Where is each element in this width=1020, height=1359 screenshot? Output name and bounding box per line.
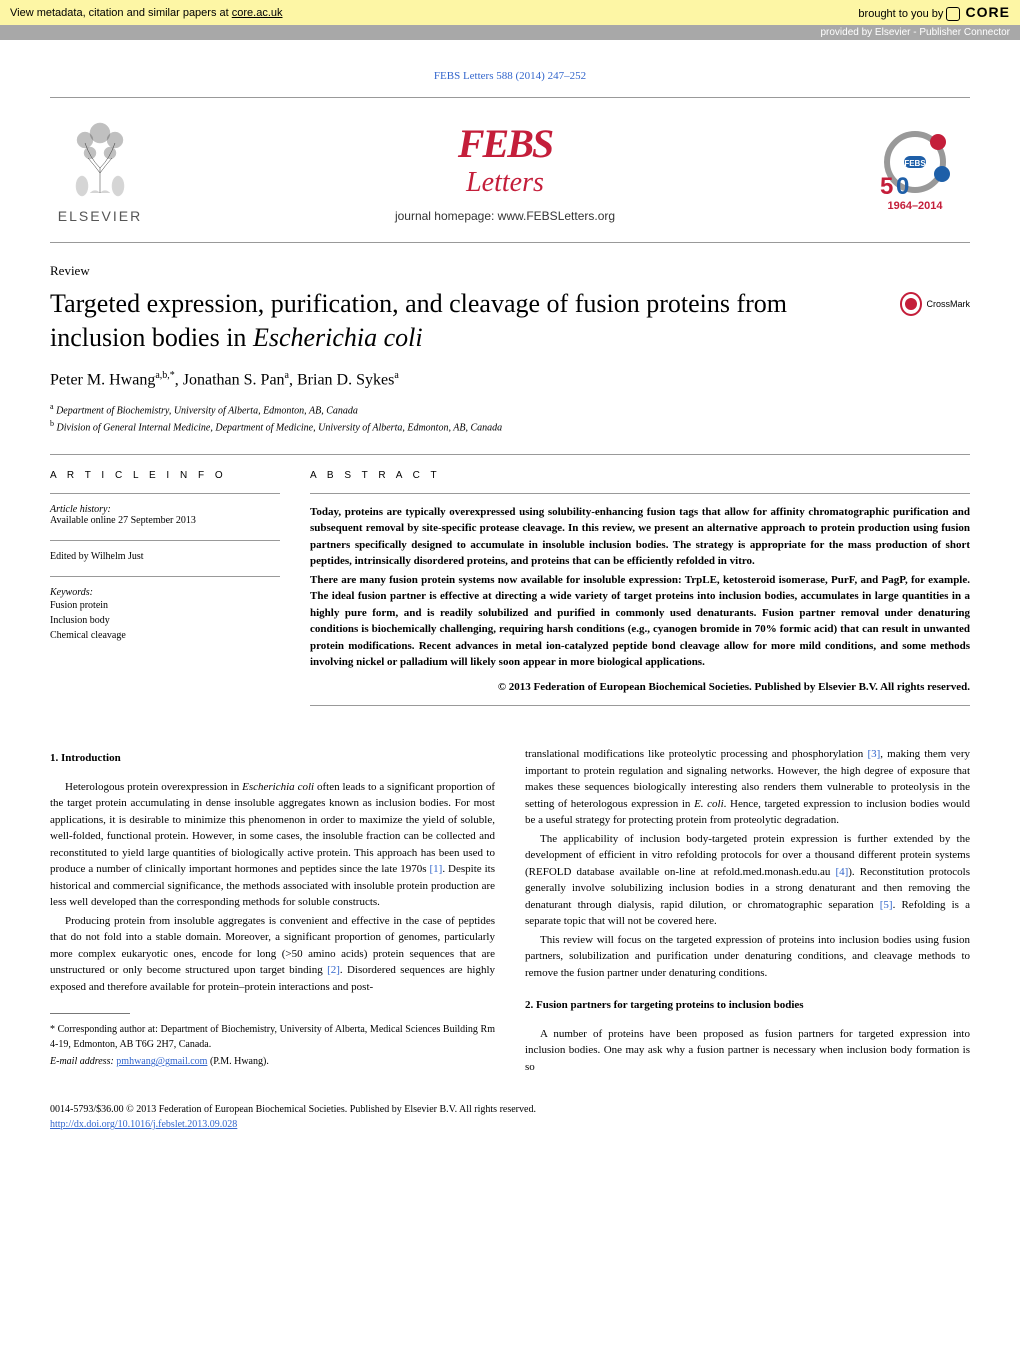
core-icon xyxy=(946,7,960,21)
abstract-p2: There are many fusion protein systems no… xyxy=(310,572,970,671)
svg-text:0: 0 xyxy=(896,173,909,200)
email-link[interactable]: pmhwang@gmail.com xyxy=(116,1056,207,1067)
ref-1[interactable]: [1] xyxy=(429,863,442,875)
author-1-sup: a,b,* xyxy=(155,370,174,381)
footnote-email: E-mail address: pmhwang@gmail.com (P.M. … xyxy=(50,1054,495,1069)
elsevier-tree-icon xyxy=(60,118,140,198)
author-1: Peter M. Hwang xyxy=(50,371,155,388)
footnote-divider xyxy=(50,1013,130,1014)
crossmark-text: CrossMark xyxy=(926,299,970,309)
anniversary-icon: FEBS 5 0 1964–2014 xyxy=(860,124,970,214)
crossmark-icon xyxy=(900,292,922,316)
elsevier-logo[interactable]: ELSEVIER xyxy=(50,118,150,224)
core-brand: brought to you by CORE xyxy=(858,4,1010,21)
article-title: Targeted expression, purification, and c… xyxy=(50,287,880,355)
svg-text:FEBS: FEBS xyxy=(904,159,926,168)
affiliation-b: Division of General Internal Medicine, D… xyxy=(57,423,503,434)
author-2: , Jonathan S. Pan xyxy=(175,371,285,388)
page-footer: 0014-5793/$36.00 © 2013 Federation of Eu… xyxy=(50,1102,970,1132)
ref-3[interactable]: [3] xyxy=(867,748,880,760)
core-logo-text: CORE xyxy=(966,4,1010,20)
author-3-sup: a xyxy=(394,370,398,381)
ref-4[interactable]: [4] xyxy=(835,866,848,878)
elsevier-text: ELSEVIER xyxy=(50,208,150,224)
core-prefix: View metadata, citation and similar pape… xyxy=(10,7,232,19)
journal-reference: FEBS Letters 588 (2014) 247–252 xyxy=(50,70,970,82)
divider xyxy=(50,454,970,455)
history-value: Available online 27 September 2013 xyxy=(50,515,280,526)
svg-text:5: 5 xyxy=(880,173,893,200)
section-2-heading: 2. Fusion partners for targeting protein… xyxy=(525,997,970,1014)
provided-by-bar: provided by Elsevier - Publisher Connect… xyxy=(0,25,1020,40)
column-right: translational modifications like proteol… xyxy=(525,746,970,1077)
affiliation-a: Department of Biochemistry, University o… xyxy=(56,405,358,416)
col2-p2: The applicability of inclusion body-targ… xyxy=(525,831,970,930)
abstract-p1: Today, proteins are typically overexpres… xyxy=(310,504,970,570)
core-metadata-bar: View metadata, citation and similar pape… xyxy=(0,0,1020,25)
col2-p3: This review will focus on the targeted e… xyxy=(525,932,970,982)
copyright: © 2013 Federation of European Biochemica… xyxy=(310,679,970,696)
core-text: View metadata, citation and similar pape… xyxy=(10,7,283,19)
abstract-heading: A B S T R A C T xyxy=(310,470,970,481)
history-block: Article history: Available online 27 Sep… xyxy=(50,504,280,526)
keyword-1: Fusion protein xyxy=(50,598,280,613)
title-italic: Escherichia coli xyxy=(253,323,423,352)
review-label: Review xyxy=(50,263,970,279)
article-info: A R T I C L E I N F O Article history: A… xyxy=(50,470,280,717)
core-brought-text: brought to you by xyxy=(858,8,946,20)
title-section: Targeted expression, purification, and c… xyxy=(50,287,970,355)
col2-p1: translational modifications like proteol… xyxy=(525,746,970,829)
core-link[interactable]: core.ac.uk xyxy=(232,7,283,19)
footer-issn: 0014-5793/$36.00 © 2013 Federation of Eu… xyxy=(50,1102,970,1117)
info-abstract-section: A R T I C L E I N F O Article history: A… xyxy=(50,470,970,717)
history-label: Article history: xyxy=(50,504,280,515)
header-divider xyxy=(50,97,970,98)
abstract-text: Today, proteins are typically overexpres… xyxy=(310,504,970,696)
crossmark-badge[interactable]: CrossMark xyxy=(900,292,970,316)
anniversary-years: 1964–2014 xyxy=(887,200,943,212)
keyword-3: Chemical cleavage xyxy=(50,628,280,643)
letters-text: Letters xyxy=(466,167,544,198)
section-1-heading: 1. Introduction xyxy=(50,750,495,767)
febs-logo: FEBS Letters xyxy=(150,120,860,199)
anniversary-logo: FEBS 5 0 1964–2014 xyxy=(860,124,970,219)
footnote-corresponding: * Corresponding author at: Department of… xyxy=(50,1022,495,1052)
edited-by: Edited by Wilhelm Just xyxy=(50,551,280,562)
info-heading: A R T I C L E I N F O xyxy=(50,470,280,481)
ref-5[interactable]: [5] xyxy=(880,899,893,911)
journal-logo-center: FEBS Letters journal homepage: www.FEBSL… xyxy=(150,120,860,223)
keywords-block: Keywords: Fusion protein Inclusion body … xyxy=(50,587,280,643)
col2-p4: A number of proteins have been proposed … xyxy=(525,1026,970,1076)
journal-ref-link[interactable]: FEBS Letters 588 (2014) 247–252 xyxy=(434,70,586,82)
journal-header: ELSEVIER FEBS Letters journal homepage: … xyxy=(50,118,970,243)
keywords-label: Keywords: xyxy=(50,587,280,598)
homepage-link[interactable]: journal homepage: www.FEBSLetters.org xyxy=(150,209,860,223)
doi-link[interactable]: http://dx.doi.org/10.1016/j.febslet.2013… xyxy=(50,1119,237,1130)
col1-p2: Producing protein from insoluble aggrega… xyxy=(50,913,495,996)
column-left: 1. Introduction Heterologous protein ove… xyxy=(50,746,495,1077)
ref-2[interactable]: [2] xyxy=(327,964,340,976)
body-text: 1. Introduction Heterologous protein ove… xyxy=(50,746,970,1077)
abstract: A B S T R A C T Today, proteins are typi… xyxy=(310,470,970,717)
author-3: , Brian D. Sykes xyxy=(289,371,394,388)
authors: Peter M. Hwanga,b,*, Jonathan S. Pan a, B… xyxy=(50,370,970,389)
col1-p1: Heterologous protein overexpression in E… xyxy=(50,779,495,911)
affiliations: a Department of Biochemistry, University… xyxy=(50,401,970,436)
keyword-2: Inclusion body xyxy=(50,613,280,628)
febs-text: FEBS xyxy=(458,121,552,166)
